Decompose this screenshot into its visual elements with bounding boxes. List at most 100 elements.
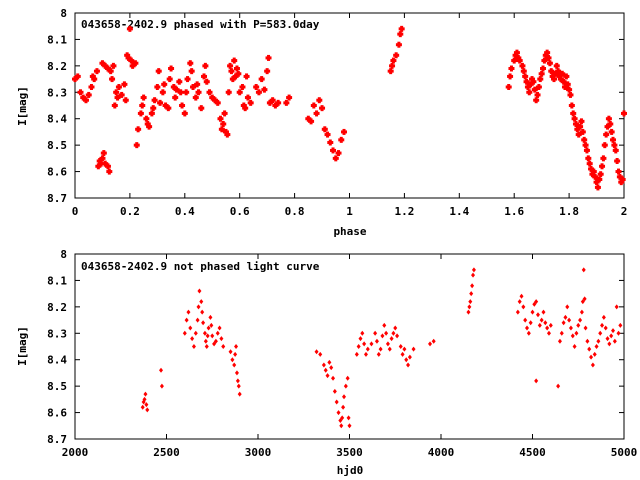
raw-data-point: [237, 391, 242, 397]
phased-data-point: [592, 173, 599, 180]
raw-data-point: [407, 354, 412, 360]
raw-data-point: [215, 330, 220, 336]
raw-data-point: [208, 314, 213, 320]
raw-data-point: [233, 351, 238, 357]
phased-x-tick-label: 1.8: [559, 205, 579, 218]
raw-data-point: [385, 341, 390, 347]
phased-data-point: [316, 97, 323, 104]
raw-data-point: [380, 333, 385, 339]
raw-data-point: [318, 351, 323, 357]
phased-data-point: [552, 70, 559, 77]
raw-data-point: [314, 349, 319, 355]
phased-y-tick-label: 8.4: [47, 113, 67, 126]
phased-data-point: [99, 60, 106, 67]
phased-data-point: [523, 78, 530, 85]
phased-data-point: [211, 97, 218, 104]
phased-data-point: [236, 89, 243, 96]
raw-data-point: [210, 333, 215, 339]
raw-data-point: [182, 330, 187, 336]
phased-data-point: [181, 110, 188, 117]
phased-y-tick-label: 8.3: [47, 86, 67, 99]
phased-data-point: [610, 136, 617, 143]
phased-data-point: [520, 68, 527, 75]
phased-data-point: [220, 121, 227, 127]
phased-data-point: [235, 70, 242, 77]
raw-data-point: [346, 415, 351, 421]
phased-y-tick-label: 8: [60, 7, 67, 20]
raw-data-point: [578, 317, 583, 323]
phased-data-point: [99, 155, 106, 162]
raw-data-point: [213, 338, 218, 344]
raw-data-point: [331, 375, 336, 381]
raw-data-point: [523, 317, 528, 323]
phased-data-point: [611, 142, 618, 149]
phased-data-point: [224, 131, 231, 138]
raw-plot-frame: [74, 253, 625, 440]
phased-data-point: [541, 57, 548, 64]
phased-data-point: [143, 115, 150, 122]
raw-data-point: [144, 402, 149, 408]
phased-data-point: [104, 163, 111, 170]
raw-data-point: [565, 304, 570, 310]
raw-data-point: [515, 309, 520, 315]
raw-data-point: [583, 325, 588, 331]
phased-data-point: [129, 62, 136, 69]
phased-data-point: [604, 123, 611, 130]
phased-data-point: [516, 57, 523, 64]
phased-data-point: [148, 110, 155, 117]
phased-data-point: [203, 78, 210, 85]
raw-y-tick-label: 8.2: [47, 301, 67, 314]
phased-data-point: [561, 84, 568, 90]
phased-data-point: [264, 68, 271, 75]
phased-data-point: [217, 115, 224, 122]
phased-data-point: [330, 147, 337, 154]
phased-data-point: [201, 73, 208, 80]
raw-data-point: [184, 317, 189, 323]
phased-data-point: [563, 73, 570, 80]
phased-data-point: [77, 89, 84, 96]
raw-x-tick-label: 2500: [153, 446, 180, 459]
phased-data-point: [133, 142, 140, 149]
phased-data-point: [526, 89, 533, 96]
raw-data-point: [369, 341, 374, 347]
phased-data-point: [109, 76, 116, 83]
raw-data-point: [395, 333, 400, 339]
phased-data-point: [118, 91, 125, 98]
phased-data-point: [546, 60, 553, 67]
raw-data-point: [327, 359, 332, 365]
phased-data-point: [321, 126, 328, 133]
phased-data-point: [106, 168, 113, 175]
phased-data-points: [72, 25, 627, 191]
raw-data-point: [470, 283, 475, 289]
phased-data-point: [568, 102, 575, 109]
raw-data-point: [393, 325, 398, 331]
phased-data-point: [533, 97, 540, 104]
raw-y-tick-label: 8.5: [47, 380, 67, 393]
raw-data-point: [589, 354, 594, 360]
phased-data-point: [538, 70, 545, 77]
raw-data-point: [384, 330, 389, 336]
phased-data-point: [590, 168, 597, 175]
phased-data-point: [522, 73, 529, 80]
raw-data-point: [603, 325, 608, 331]
raw-data-point: [535, 312, 540, 318]
phased-data-point: [387, 68, 394, 75]
raw-data-point: [365, 346, 370, 352]
phased-data-point: [170, 84, 177, 90]
phased-data-point: [232, 73, 239, 80]
phased-y-tick-label: 8.2: [47, 60, 67, 73]
raw-data-point: [329, 365, 334, 371]
raw-data-point: [186, 309, 191, 315]
raw-data-point: [530, 309, 535, 315]
raw-data-point: [406, 362, 411, 368]
phased-data-point: [102, 62, 109, 69]
raw-data-point: [400, 351, 405, 357]
raw-data-point: [201, 320, 206, 326]
phased-data-point: [600, 155, 607, 162]
phased-data-point: [615, 168, 622, 175]
raw-data-point: [567, 317, 572, 323]
raw-data-point: [616, 330, 621, 336]
phased-data-point: [545, 54, 552, 61]
phased-data-point: [195, 89, 202, 96]
